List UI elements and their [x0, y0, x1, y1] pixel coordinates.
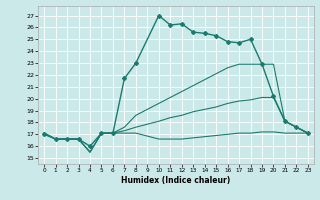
- X-axis label: Humidex (Indice chaleur): Humidex (Indice chaleur): [121, 176, 231, 185]
